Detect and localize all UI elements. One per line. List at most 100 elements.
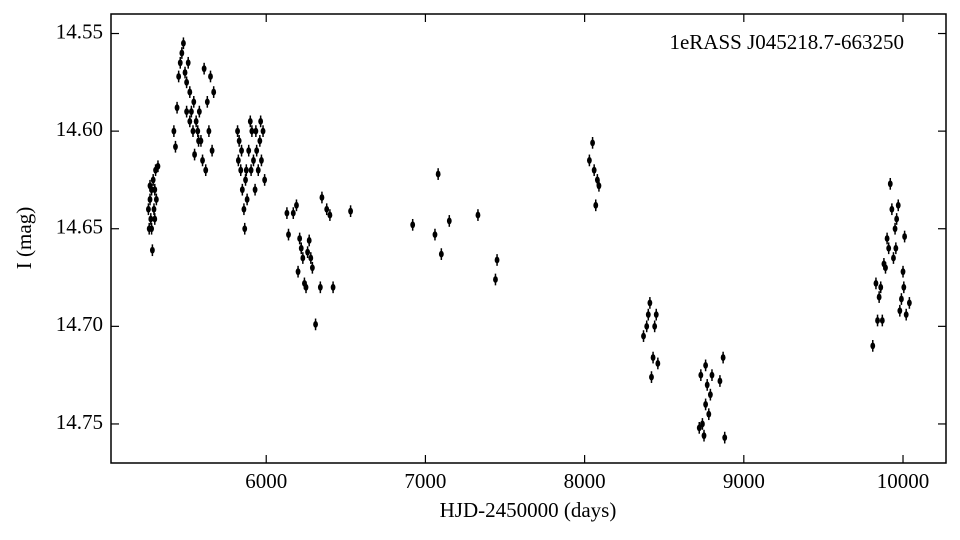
data-point — [884, 235, 890, 242]
data-point — [203, 166, 209, 174]
data-point — [327, 211, 333, 219]
data-point — [151, 205, 157, 213]
data-point — [171, 127, 177, 135]
data-point — [590, 139, 595, 147]
data-point — [173, 143, 178, 151]
data-point — [241, 205, 247, 213]
data-point — [653, 311, 659, 319]
data-point — [192, 151, 197, 158]
data-point — [309, 264, 315, 272]
data-point — [878, 283, 884, 291]
data-point — [187, 88, 193, 96]
data-point — [184, 108, 190, 116]
data-point — [317, 283, 323, 291]
data-point — [432, 231, 438, 238]
data-point — [242, 225, 248, 233]
data-point — [701, 432, 707, 440]
data-point — [641, 332, 646, 340]
data-point — [886, 244, 892, 252]
data-point — [149, 225, 154, 233]
plot-frame — [110, 13, 947, 464]
y-tick-label: 14.55 — [56, 19, 103, 43]
data-point — [148, 215, 154, 223]
data-point — [201, 65, 207, 73]
data-point — [899, 295, 904, 303]
data-point — [253, 127, 259, 135]
data-point — [235, 127, 240, 135]
data-point — [303, 283, 309, 291]
data-point — [645, 311, 651, 319]
x-tick-label: 6000 — [245, 469, 287, 493]
y-axis-label: I (mag) — [12, 207, 36, 269]
data-point — [238, 166, 244, 174]
data-point — [147, 182, 153, 190]
annotation: 1eRASS J045218.7-663250 — [669, 30, 904, 54]
data-point — [249, 127, 255, 135]
data-point — [297, 235, 303, 242]
data-point — [902, 233, 908, 240]
data-point — [586, 157, 592, 164]
data-point — [246, 147, 252, 155]
data-point — [235, 157, 241, 164]
data-point — [176, 73, 182, 80]
data-point — [706, 410, 712, 418]
y-tick-label: 14.65 — [56, 215, 103, 239]
data-point — [889, 205, 895, 213]
data-point — [298, 244, 304, 252]
data-point — [494, 256, 500, 264]
data-point — [596, 182, 602, 190]
data-point — [254, 147, 260, 155]
data-point — [893, 244, 899, 252]
data-point — [897, 307, 903, 315]
data-point — [255, 166, 261, 174]
data-point — [446, 217, 452, 225]
data-point — [193, 117, 199, 125]
data-point — [891, 254, 896, 262]
data-point — [152, 215, 158, 223]
data-point — [239, 186, 245, 194]
data-point — [153, 196, 159, 203]
data-point — [313, 320, 318, 328]
data-point — [717, 377, 723, 385]
data-point — [700, 420, 705, 428]
data-point — [244, 196, 250, 203]
data-point — [703, 361, 709, 369]
data-point — [698, 371, 704, 379]
data-point — [696, 424, 702, 432]
data-point — [146, 205, 151, 213]
data-point — [195, 127, 201, 135]
data-point — [204, 98, 210, 106]
y-tick-label: 14.75 — [56, 410, 103, 434]
data-point — [655, 360, 661, 367]
data-point — [438, 250, 444, 258]
data-point — [258, 117, 264, 125]
data-point — [247, 117, 253, 125]
data-point — [330, 283, 336, 291]
data-point — [410, 221, 416, 229]
data-point — [895, 201, 901, 209]
data-point — [704, 381, 710, 389]
data-point — [348, 207, 353, 215]
data-point — [324, 205, 330, 213]
data-point — [901, 283, 907, 291]
data-point — [259, 157, 264, 164]
data-point — [305, 248, 311, 256]
data-point — [894, 215, 900, 223]
data-point — [295, 268, 301, 276]
data-point — [870, 342, 876, 350]
data-point — [149, 246, 155, 254]
data-point — [294, 201, 299, 209]
data-point — [181, 39, 186, 47]
data-point — [191, 98, 197, 106]
data-point — [206, 127, 212, 135]
data-point — [262, 176, 268, 184]
data-point — [319, 194, 325, 201]
data-point — [243, 166, 249, 174]
data-point — [179, 49, 185, 57]
data-point — [591, 166, 597, 174]
data-point — [873, 280, 879, 287]
data-point — [308, 254, 314, 262]
data-point — [182, 69, 188, 76]
data-point — [243, 176, 248, 184]
x-tick-label: 8000 — [564, 469, 606, 493]
